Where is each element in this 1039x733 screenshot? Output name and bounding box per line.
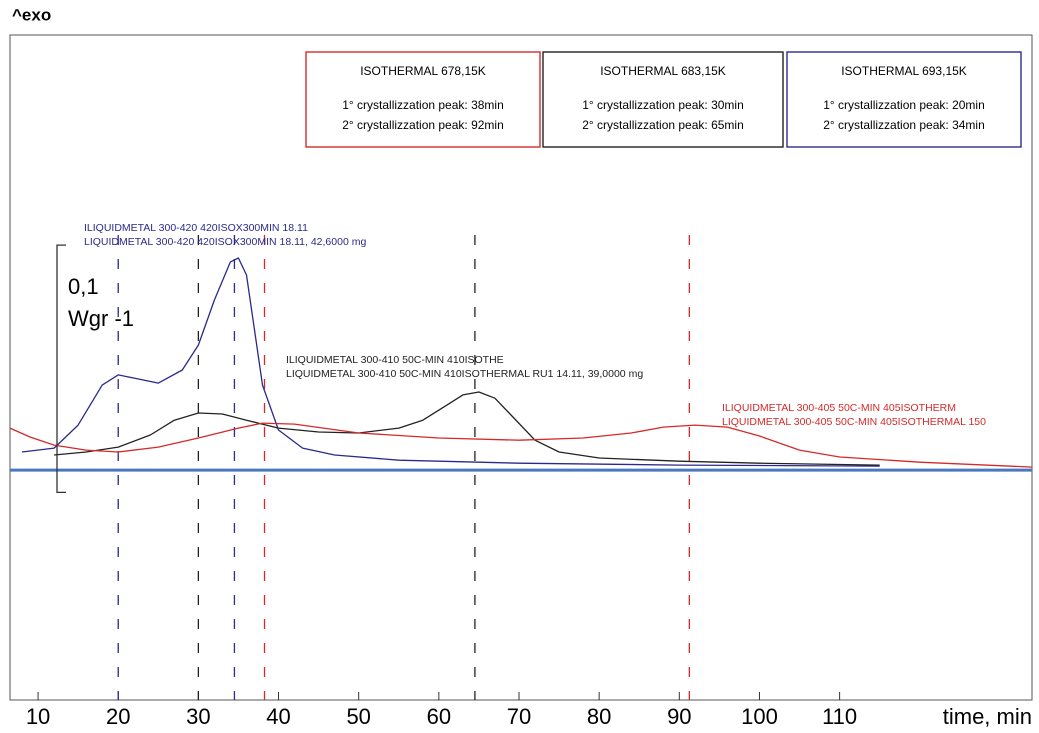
- curve-label: LIQUIDMETAL 300-405 50C-MIN 405ISOTHERMA…: [722, 416, 986, 428]
- x-tick-label: 110: [822, 704, 857, 729]
- legend-title: ISOTHERMAL 678,15K: [360, 64, 486, 78]
- curve-label: ILIQUIDMETAL 300-410 50C-MIN 410ISOTHE: [286, 354, 504, 366]
- x-tick-label: 40: [266, 704, 290, 729]
- x-label: time, min: [943, 704, 1032, 729]
- x-tick-label: 90: [667, 704, 691, 729]
- series-line: [21, 257, 880, 467]
- legend-line: 1° crystallizzation peak: 38min: [342, 98, 504, 112]
- x-tick-label: 10: [26, 704, 50, 729]
- y-label: ^exo: [12, 5, 51, 24]
- curve-label: ILIQUIDMETAL 300-420 420ISOX300MIN 18.11: [84, 222, 308, 234]
- legend-line: 2° crystallizzation peak: 34min: [823, 118, 985, 132]
- legend-box: [305, 51, 541, 148]
- scale-label: Wgr -1: [68, 306, 134, 331]
- series-line: [9, 422, 1033, 468]
- x-tick-label: 20: [106, 704, 130, 729]
- x-tick-label: 100: [741, 704, 778, 729]
- scale-label: 0,1: [68, 274, 99, 299]
- scale-bar: [56, 244, 66, 493]
- plot-frame: [9, 34, 1033, 701]
- curve-label: ILIQUIDMETAL 300-405 50C-MIN 405ISOTHERM: [722, 402, 956, 414]
- legend-line: 2° crystallizzation peak: 65min: [582, 118, 744, 132]
- legend-title: ISOTHERMAL 693,15K: [841, 64, 967, 78]
- legend-box: [786, 51, 1022, 148]
- x-tick-label: 80: [587, 704, 611, 729]
- legend-line: 1° crystallizzation peak: 20min: [823, 98, 985, 112]
- x-tick-label: 50: [346, 704, 370, 729]
- legend-line: 2° crystallizzation peak: 92min: [342, 118, 504, 132]
- legend-box: [542, 51, 784, 148]
- legend-line: 1° crystallizzation peak: 30min: [582, 98, 744, 112]
- curve-label: LIQUIDMETAL 300-420 420ISOX300MIN 18.11,…: [84, 236, 366, 248]
- x-tick-label: 70: [507, 704, 531, 729]
- curve-label: LIQUIDMETAL 300-410 50C-MIN 410ISOTHERMA…: [286, 368, 643, 380]
- series-line: [54, 391, 880, 466]
- legend-title: ISOTHERMAL 683,15K: [600, 64, 726, 78]
- x-tick-label: 60: [427, 704, 451, 729]
- x-tick-label: 30: [186, 704, 210, 729]
